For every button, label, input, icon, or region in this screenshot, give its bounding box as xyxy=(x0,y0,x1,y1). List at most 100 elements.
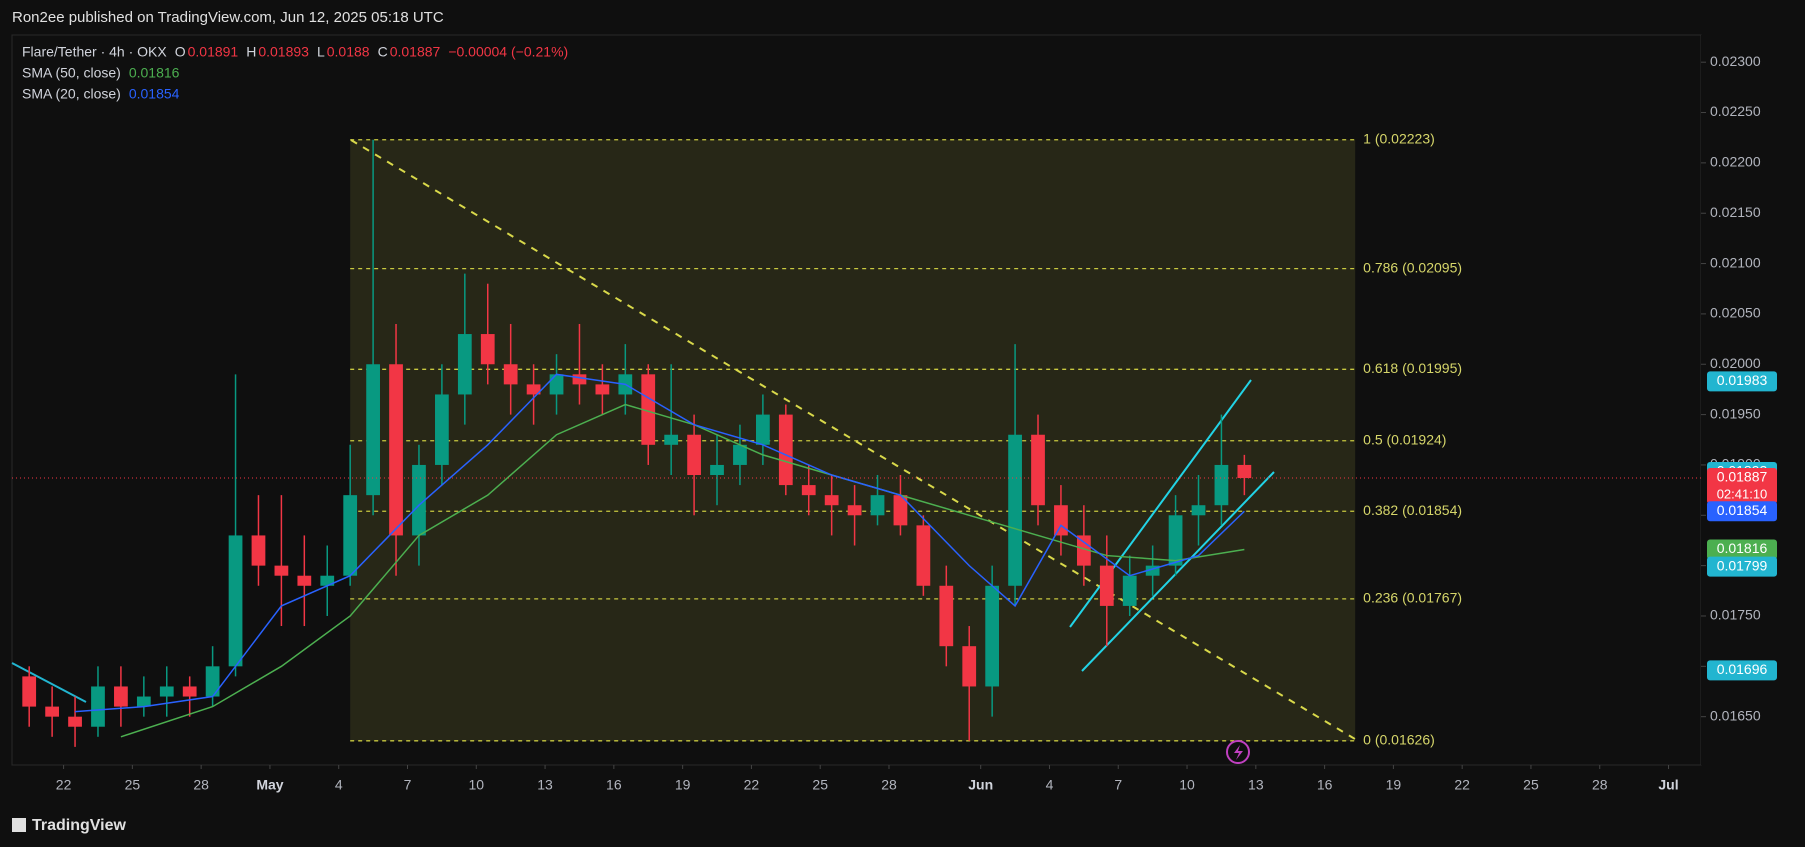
candle-body xyxy=(159,686,174,697)
x-tick-label: 28 xyxy=(1592,777,1608,793)
x-tick-label: 19 xyxy=(675,777,691,793)
fib-label: 0 (0.01626) xyxy=(1363,732,1435,748)
candle-body xyxy=(939,585,954,647)
price-badge xyxy=(1707,371,1777,392)
candle-body xyxy=(778,414,793,486)
ohlc-value: 0.01891 xyxy=(188,44,239,60)
fib-label: 0.236 (0.01767) xyxy=(1363,590,1462,606)
candle-body xyxy=(824,495,839,506)
candle-body xyxy=(549,374,564,395)
ohlc-value: 0.0188 xyxy=(327,44,370,60)
candle-body xyxy=(595,384,610,395)
x-tick-label: 19 xyxy=(1386,777,1402,793)
logo xyxy=(12,818,26,832)
candle-body xyxy=(710,464,724,476)
candle-body xyxy=(205,666,220,697)
price-badge-label: 0.01854 xyxy=(1717,502,1768,518)
ohlc-label: H xyxy=(246,44,256,60)
candle-body xyxy=(251,535,266,566)
footer-text: TradingView xyxy=(32,817,127,834)
x-tick-label: 10 xyxy=(468,777,484,793)
x-tick-label: 16 xyxy=(606,777,622,793)
candle-body xyxy=(274,565,289,576)
x-tick-label: 16 xyxy=(1317,777,1333,793)
candle-body xyxy=(22,676,37,707)
ohlc-label: C xyxy=(378,44,388,60)
price-badge-label: 0.01696 xyxy=(1717,661,1768,677)
legend-value: 0.01854 xyxy=(129,86,180,102)
header: Ron2ee published on TradingView.com, Jun… xyxy=(12,9,444,26)
x-tick-label: Jun xyxy=(968,777,993,793)
candle-body xyxy=(182,686,197,697)
x-tick-label: 7 xyxy=(1114,777,1122,793)
candle-body xyxy=(916,525,931,586)
channel-line xyxy=(1081,471,1275,672)
candle-body xyxy=(572,374,587,385)
candle-body xyxy=(641,374,656,445)
candle-body xyxy=(1031,434,1045,506)
candle-body xyxy=(366,364,380,496)
fib-label: 0.5 (0.01924) xyxy=(1363,431,1446,447)
candle-body xyxy=(503,364,518,385)
x-tick-label: 4 xyxy=(1046,777,1054,793)
ohlc-label: L xyxy=(317,44,325,60)
candle-body xyxy=(1191,505,1206,516)
candle-body xyxy=(1099,565,1114,606)
candle-body xyxy=(801,485,816,496)
x-tick-label: 22 xyxy=(744,777,760,793)
price-badge xyxy=(1707,660,1777,681)
x-tick-label: 13 xyxy=(1248,777,1264,793)
price-badge-label: 0.01816 xyxy=(1717,540,1768,556)
y-tick-label: 0.02200 xyxy=(1710,154,1761,170)
candle-body xyxy=(664,434,679,445)
y-tick-label: 0.02150 xyxy=(1710,204,1761,220)
event-icon[interactable] xyxy=(1226,740,1250,764)
candle-body xyxy=(320,575,335,586)
candle-body xyxy=(297,575,312,586)
candle-body xyxy=(687,434,701,476)
fib-label: 1 (0.02223) xyxy=(1363,130,1435,146)
x-tick-label: Jul xyxy=(1658,777,1678,793)
x-tick-label: 7 xyxy=(404,777,412,793)
change: −0.00004 (−0.21%) xyxy=(448,44,568,60)
candle-body xyxy=(136,696,151,707)
legend-name: SMA (50, close) xyxy=(22,65,121,81)
y-tick-label: 0.01750 xyxy=(1710,607,1761,623)
candle-body xyxy=(412,464,426,536)
ohlc-value: 0.01887 xyxy=(390,44,441,60)
event-icon-bolt xyxy=(1234,745,1243,760)
candle-body xyxy=(91,686,105,727)
x-tick-label: 22 xyxy=(1454,777,1470,793)
candle-body xyxy=(457,334,472,395)
candle-body xyxy=(1237,464,1252,479)
price-badge xyxy=(1707,468,1777,505)
x-tick-label: 4 xyxy=(335,777,343,793)
x-tick-label: May xyxy=(256,777,283,793)
countdown: 02:41:10 xyxy=(1717,486,1768,501)
legend: Flare/Tether · 4h · OKX xyxy=(22,44,167,60)
price-badge-label: 0.01887 xyxy=(1717,469,1768,485)
candle-body xyxy=(343,495,358,576)
ohlc-value: 0.01893 xyxy=(258,44,309,60)
price-badge-label: 0.01799 xyxy=(1717,557,1768,573)
x-tick-label: 28 xyxy=(193,777,209,793)
plot-area xyxy=(11,34,1702,766)
fib-zone xyxy=(350,139,1356,741)
y-tick-label: 0.02050 xyxy=(1710,305,1761,321)
y-tick-label: 0.02000 xyxy=(1710,355,1761,371)
candle-body xyxy=(756,414,770,445)
candle-body xyxy=(1214,464,1229,506)
candle-body xyxy=(1145,565,1160,576)
y-tick-label: 0.02300 xyxy=(1710,53,1761,69)
candle-body xyxy=(228,535,243,667)
candle-body xyxy=(68,716,82,727)
ohlc-label: O xyxy=(175,44,186,60)
candle-body xyxy=(733,444,747,465)
legend-name: SMA (20, close) xyxy=(22,86,121,102)
y-tick-label: 0.02100 xyxy=(1710,254,1761,270)
candle-body xyxy=(870,495,885,516)
candle-body xyxy=(114,686,128,707)
candle-body xyxy=(1122,575,1137,606)
x-tick-label: 22 xyxy=(56,777,72,793)
